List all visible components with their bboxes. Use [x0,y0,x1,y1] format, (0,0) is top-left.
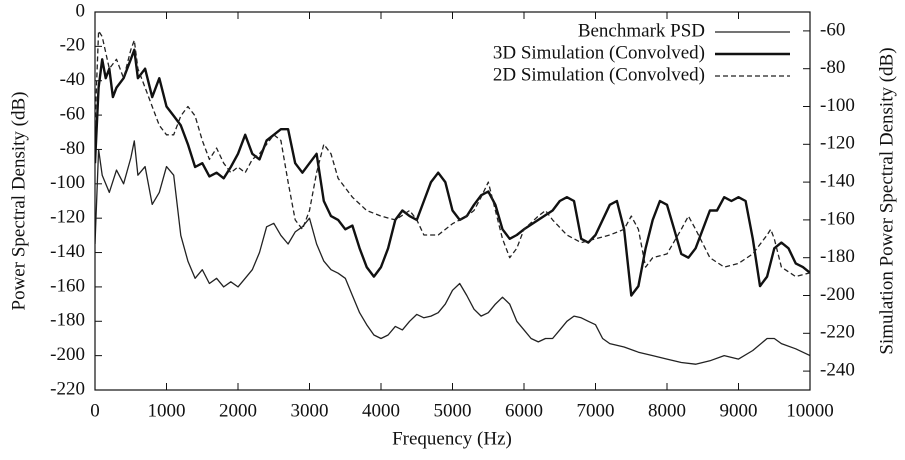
y2-axis-label: Simulation Power Spectral Density (dB) [876,47,897,354]
y-tick-label: -140 [50,241,85,262]
plot-frame [94,11,811,391]
x-tick-label: 9000 [720,400,758,421]
y2-tick-label: -180 [820,246,855,267]
x-tick-label: 7000 [577,400,615,421]
y-tick-label: -40 [60,69,85,90]
series-line [95,140,810,365]
y-tick-label: -20 [60,35,85,56]
x-tick-label: 4000 [362,400,400,421]
y-tick-label: -200 [50,344,85,365]
x-tick-label: 5000 [434,400,472,421]
y2-tick-label: -200 [820,284,855,305]
legend-label: Benchmark PSD [578,20,705,41]
y-tick-label: -80 [60,138,85,159]
x-tick-label: 1000 [148,400,186,421]
x-tick-label: 10000 [786,400,834,421]
x-tick-label: 6000 [505,400,543,421]
y-tick-label: -120 [50,207,85,228]
y-tick-label: 0 [76,0,86,21]
y-tick-label: -180 [50,310,85,331]
y2-tick-label: -80 [820,57,845,78]
y-tick-label: -60 [60,103,85,124]
legend-label: 3D Simulation (Convolved) [493,42,705,63]
series-line [95,30,810,278]
y2-tick-label: -140 [820,170,855,191]
y2-tick-label: -60 [820,19,845,40]
x-tick-label: 0 [90,400,100,421]
x-tick-label: 3000 [291,400,329,421]
y-tick-label: -220 [50,378,85,399]
y2-tick-label: -240 [820,359,855,380]
y2-tick-label: -100 [820,95,855,116]
y2-tick-label: -120 [820,133,855,154]
legend-label: 2D Simulation (Convolved) [493,64,705,85]
x-tick-label: 8000 [648,400,686,421]
y2-tick-label: -160 [820,208,855,229]
y2-tick-label: -220 [820,322,855,343]
y-axis-label: Power Spectral Density (dB) [8,92,29,311]
y-tick-label: -100 [50,172,85,193]
x-axis-label: Frequency (Hz) [392,428,512,449]
series-line [95,48,810,297]
y-tick-label: -160 [50,275,85,296]
x-tick-label: 2000 [219,400,257,421]
